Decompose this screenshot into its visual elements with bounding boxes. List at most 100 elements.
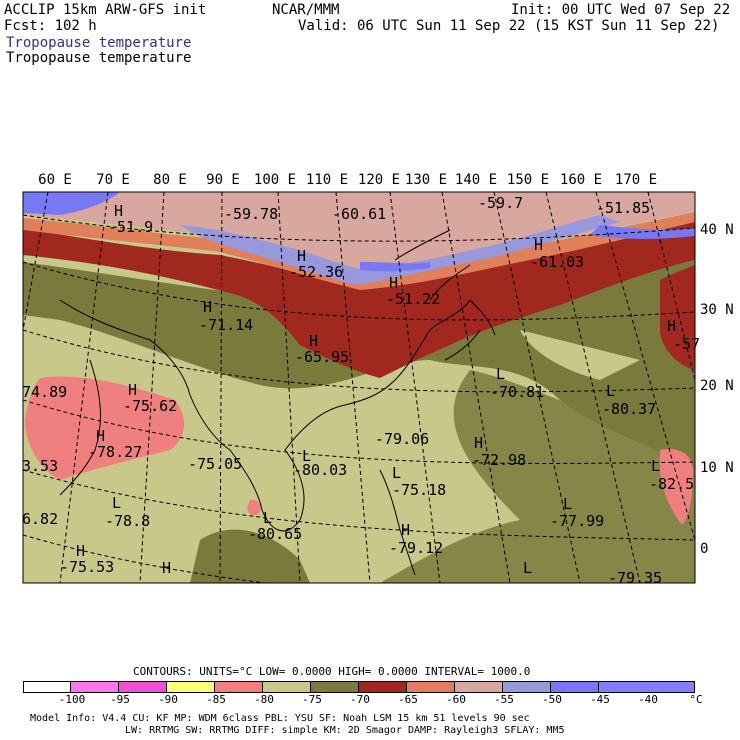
low-marker: L: [302, 447, 312, 465]
legend-tick: -55: [494, 693, 514, 706]
high-marker: H: [76, 542, 86, 560]
value-label: -60.61: [332, 205, 387, 223]
lon-label: 150 E: [506, 172, 550, 188]
high-marker: H: [114, 202, 124, 220]
high-marker: H: [96, 427, 106, 445]
legend-swatch: [214, 681, 263, 693]
legend-tick: -95: [110, 693, 130, 706]
value-label: -75.62: [123, 397, 178, 415]
value-label: 74.89: [22, 383, 68, 401]
legend-swatch: [454, 681, 503, 693]
value-label: -52.36: [289, 263, 344, 281]
legend-tick: -45: [590, 693, 610, 706]
model-info-line2: LW: RRTMG SW: RRTMG DIFF: simple KM: 2D …: [125, 725, 565, 736]
high-marker: H: [309, 332, 319, 350]
org-label: NCAR/MMM: [272, 2, 340, 18]
lon-label: 90 E: [206, 172, 240, 188]
lat-label: 10 N: [700, 460, 734, 476]
lat-label: 20 N: [700, 378, 734, 394]
lon-label: 70 E: [96, 172, 130, 188]
legend-unit: °C: [689, 693, 703, 706]
legend-swatch: [598, 681, 695, 693]
forecast-hour: Fcst: 102 h: [4, 18, 97, 34]
legend-swatch: [70, 681, 119, 693]
low-marker: L: [563, 495, 573, 513]
low-marker: L: [651, 457, 661, 475]
high-marker: H: [534, 236, 544, 254]
lat-label: 40 N: [700, 222, 734, 238]
low-marker: L: [606, 382, 616, 400]
legend-swatch: [23, 681, 71, 693]
lon-label: 60 E: [38, 172, 72, 188]
lon-label: 160 E: [559, 172, 603, 188]
shaded-field: [23, 192, 695, 583]
legend-tick: -90: [158, 693, 178, 706]
value-label: -80.37: [602, 400, 657, 418]
value-label: -71.14: [199, 316, 254, 334]
low-marker: L: [392, 464, 402, 482]
field-name-blue: Tropopause temperature: [6, 35, 192, 51]
high-marker: H: [128, 381, 138, 399]
legend-swatch: [550, 681, 599, 693]
value-label: -75.53: [60, 558, 115, 576]
legend-swatch: [406, 681, 455, 693]
valid-time: Valid: 06 UTC Sun 11 Sep 22 (15 KST Sun …: [298, 18, 720, 34]
legend-swatch: [310, 681, 359, 693]
lon-label: 170 E: [614, 172, 658, 188]
model-title: ACCLIP 15km ARW-GFS init: [4, 2, 207, 18]
value-label: -51.22: [386, 290, 441, 308]
value-label: -80.03: [293, 461, 348, 479]
value-label: -78.27: [88, 443, 143, 461]
lon-label: 140 E: [454, 172, 498, 188]
lon-label: 130 E: [404, 172, 448, 188]
model-info-line1: Model Info: V4.4 CU: KF MP: WDM 6class P…: [30, 713, 530, 724]
legend-tick: -75: [302, 693, 322, 706]
lon-label: 80 E: [153, 172, 187, 188]
legend-swatch: [118, 681, 167, 693]
lon-label: 100 E: [253, 172, 297, 188]
legend-tick: -70: [350, 693, 370, 706]
value-label: -79.12: [389, 539, 444, 557]
legend-tick: -65: [398, 693, 418, 706]
low-marker: L: [496, 365, 506, 383]
value-label: -59.78: [224, 205, 279, 223]
value-label: -75.18: [392, 481, 447, 499]
legend-tick: -50: [542, 693, 562, 706]
low-marker: L: [263, 509, 273, 527]
map-frame: [22, 191, 696, 584]
legend-tick: -85: [206, 693, 226, 706]
init-time: Init: 00 UTC Wed 07 Sep 22: [511, 2, 731, 18]
value-label: -78.8: [105, 512, 151, 530]
value-label: -72.98: [472, 451, 527, 469]
lon-label: 120 E: [357, 172, 401, 188]
legend-swatch: [166, 681, 215, 693]
low-marker: L: [112, 494, 122, 512]
high-marker: H: [667, 317, 677, 335]
high-marker: H: [162, 559, 172, 577]
value-label: -61.03: [530, 253, 585, 271]
high-marker: H: [389, 274, 399, 292]
value-label: -59.7: [478, 194, 524, 212]
value-label: 6.82: [22, 510, 59, 528]
value-label: -51.9: [108, 218, 154, 236]
value-label: -65.95: [295, 348, 350, 366]
contours-info: CONTOURS: UNITS=°C LOW= 0.0000 HIGH= 0.0…: [133, 665, 531, 678]
high-marker: H: [203, 298, 213, 316]
value-label: -75.05: [188, 455, 243, 473]
legend-tick: -100: [58, 693, 86, 706]
high-marker: H: [474, 434, 484, 452]
legend-tick: -80: [254, 693, 274, 706]
low-marker: L: [523, 559, 533, 577]
value-label: -80.65: [248, 525, 303, 543]
field-name-black: Tropopause temperature: [6, 50, 192, 66]
high-marker: H: [297, 247, 307, 265]
value-label: -79.06: [375, 430, 430, 448]
value-label: -70.81: [490, 383, 545, 401]
value-label: -79.35: [608, 569, 663, 587]
legend-swatch: [262, 681, 311, 693]
high-marker: H: [401, 521, 411, 539]
legend-tick: -60: [446, 693, 466, 706]
lon-label: 110 E: [305, 172, 349, 188]
value-label: 3.53: [22, 457, 59, 475]
